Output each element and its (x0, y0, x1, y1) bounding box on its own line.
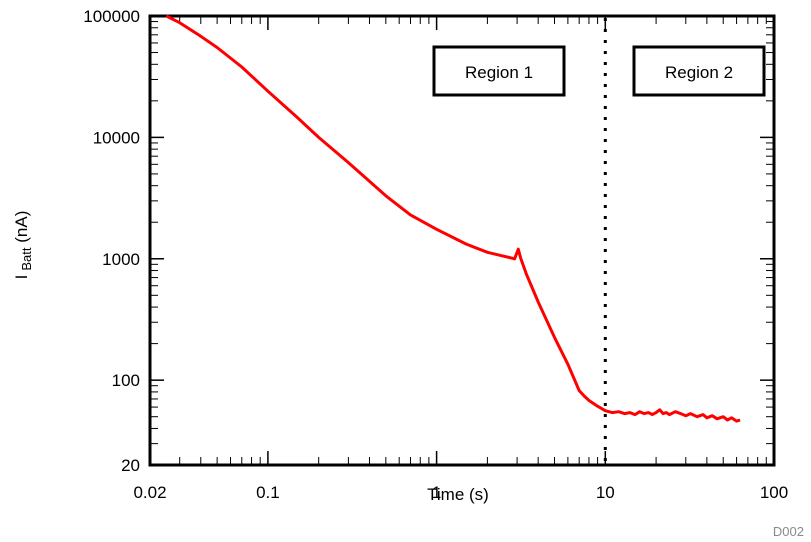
y-tick-label: 100000 (83, 7, 140, 26)
y-tick-label: 10000 (93, 128, 140, 147)
x-tick-label: 0.02 (133, 483, 166, 502)
tick-labels: 0.02 0.1 1 10 100 20 100 1000 10000 100000 (83, 7, 788, 502)
figure-id: D002 (773, 524, 804, 539)
region-1-annotation: Region 1 (432, 45, 566, 97)
region-2-box (632, 45, 766, 97)
y-tick-label: 1000 (102, 250, 140, 269)
y-axis-title-subscript: Batt (19, 247, 34, 271)
plot-frame (148, 14, 776, 467)
minor-ticks (150, 16, 774, 465)
x-tick-label: 100 (760, 483, 788, 502)
y-tick-label: 20 (121, 456, 140, 475)
series-line (165, 14, 741, 423)
x-tick-label: 1 (432, 483, 441, 502)
y-axis-title-unit: (nA) (12, 211, 31, 248)
x-tick-label: 10 (596, 483, 615, 502)
region-2-label: Region 2 (665, 63, 733, 82)
region-1-box (432, 45, 566, 97)
x-axis-title: Time (s) (427, 485, 489, 504)
y-axis-title-main: I (12, 275, 31, 280)
region-2-annotation: Region 2 (632, 45, 766, 97)
region-1-label: Region 1 (465, 63, 533, 82)
x-tick-label: 0.1 (256, 483, 280, 502)
y-tick-label: 100 (112, 371, 140, 390)
y-axis-title: I Batt (nA) (12, 211, 34, 280)
